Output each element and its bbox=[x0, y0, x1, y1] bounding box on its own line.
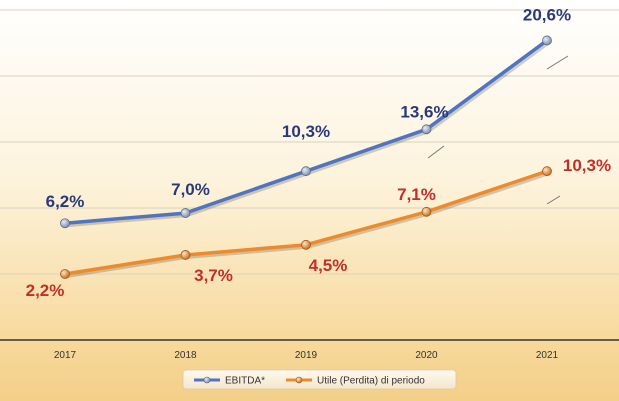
legend-swatch-marker bbox=[203, 376, 211, 384]
x-axis-ticks: 2017 2018 2019 2020 2021 bbox=[54, 350, 559, 361]
legend-label: EBITDA* bbox=[225, 376, 265, 387]
data-label: 7,0% bbox=[171, 180, 210, 199]
leader-line bbox=[546, 55, 569, 70]
data-point bbox=[421, 124, 432, 135]
data-point bbox=[542, 35, 552, 46]
data-labels: 6,2% 7,0% 10,3% 13,6% 20,6% 2,2% 3,7% 4,5% 7,1% 1… bbox=[26, 5, 611, 300]
data-point bbox=[60, 218, 70, 229]
legend-label: Utile (Perdita) di periodo bbox=[317, 376, 425, 387]
leader-line bbox=[427, 145, 445, 159]
data-point bbox=[301, 166, 311, 177]
data-label: 3,7% bbox=[194, 266, 233, 285]
data-label: 7,1% bbox=[397, 185, 436, 204]
data-label: 20,6% bbox=[523, 5, 571, 24]
gridlines bbox=[0, 9, 619, 275]
x-tick-label: 2020 bbox=[415, 350, 438, 361]
leader-line bbox=[546, 195, 561, 205]
data-point bbox=[180, 250, 191, 260]
legend-box bbox=[182, 369, 457, 390]
data-label: 6,2% bbox=[46, 192, 85, 211]
x-tick-label: 2018 bbox=[174, 350, 197, 361]
data-point bbox=[421, 206, 432, 217]
x-tick-label: 2021 bbox=[536, 350, 559, 361]
data-label: 4,5% bbox=[309, 256, 348, 275]
data-label: 2,2% bbox=[26, 281, 65, 300]
series-group bbox=[60, 35, 552, 279]
data-label: 10,3% bbox=[282, 122, 330, 141]
x-tick-label: 2017 bbox=[54, 350, 77, 361]
legend: EBITDA* Utile (Perdita) di periodo bbox=[182, 369, 457, 390]
legend-swatch-marker bbox=[295, 376, 303, 384]
data-label: 13,6% bbox=[400, 102, 448, 121]
x-tick-label: 2019 bbox=[295, 350, 318, 361]
data-point bbox=[180, 208, 191, 218]
data-point bbox=[301, 239, 311, 250]
data-point bbox=[542, 166, 552, 177]
data-point bbox=[60, 269, 70, 279]
data-label: 10,3% bbox=[563, 156, 611, 175]
